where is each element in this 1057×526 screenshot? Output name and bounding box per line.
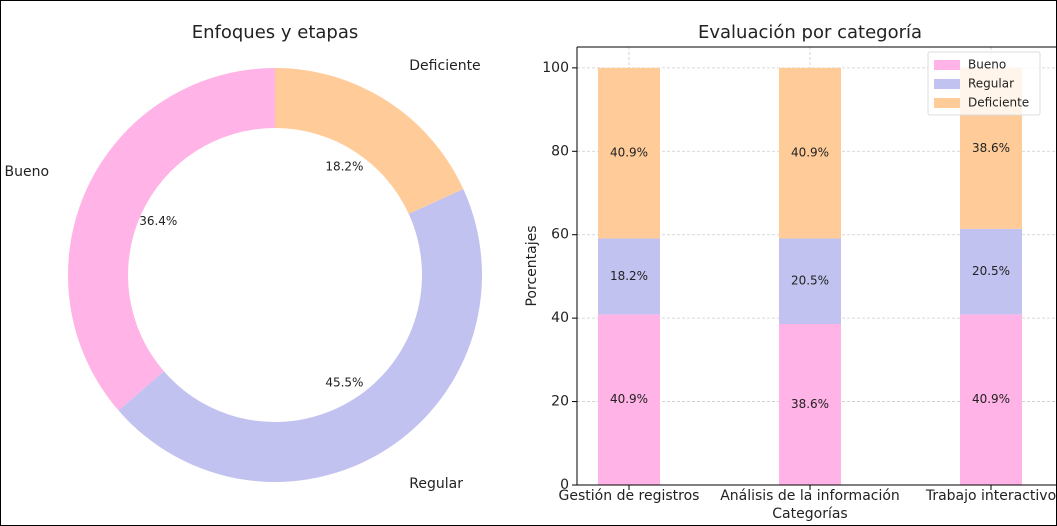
slice-label: Bueno [5, 164, 50, 180]
bar-segment [960, 228, 1022, 315]
bar-segment [598, 67, 660, 239]
bar-value-label: 40.9% [610, 392, 648, 406]
slice-value-label: 45.5% [325, 375, 363, 389]
bar-value-label: 40.9% [972, 392, 1010, 406]
donut-slice [67, 68, 275, 411]
donut-slice [275, 68, 464, 214]
slice-value-label: 36.4% [139, 214, 177, 228]
y-tick-label: 0 [560, 477, 569, 493]
bar-segment [598, 238, 660, 315]
bar-value-label: 38.6% [972, 141, 1010, 155]
bar-segment [960, 314, 1022, 485]
x-axis-label: Categorías [772, 506, 847, 522]
y-tick-label: 40 [551, 310, 569, 326]
x-tick-label: Trabajo interactivo [925, 488, 1056, 504]
bar-value-label: 20.5% [972, 264, 1010, 278]
y-tick-label: 60 [551, 227, 569, 243]
y-tick-label: 20 [551, 394, 569, 410]
legend-swatch [934, 98, 960, 108]
bar-value-label: 40.9% [791, 146, 829, 160]
donut-slice [118, 189, 482, 482]
bar-segment [779, 67, 841, 239]
legend-label: Deficiente [968, 96, 1029, 110]
bar-value-label: 40.9% [610, 146, 648, 160]
x-tick-label: Análisis de la información [720, 488, 900, 504]
legend-swatch [934, 79, 960, 89]
bar-segment [779, 238, 841, 324]
bar-value-label: 18.2% [610, 269, 648, 283]
slice-value-label: 18.2% [325, 160, 363, 174]
legend-label: Bueno [968, 58, 1006, 72]
y-tick-label: 80 [551, 143, 569, 159]
legend-swatch [934, 60, 960, 70]
bar-value-label: 38.6% [791, 397, 829, 411]
slice-label: Deficiente [409, 58, 480, 74]
bar-value-label: 20.5% [791, 274, 829, 288]
pie-title: Enfoques y etapas [192, 22, 359, 43]
bar-segment [598, 314, 660, 485]
slice-label: Regular [409, 476, 463, 492]
y-axis-label: Porcentajes [524, 225, 540, 306]
legend-label: Regular [968, 77, 1014, 91]
bar-segment [779, 323, 841, 485]
bar-title: Evaluación por categoría [698, 22, 922, 43]
x-tick-label: Gestión de registros [559, 488, 700, 504]
y-tick-label: 100 [542, 60, 569, 76]
